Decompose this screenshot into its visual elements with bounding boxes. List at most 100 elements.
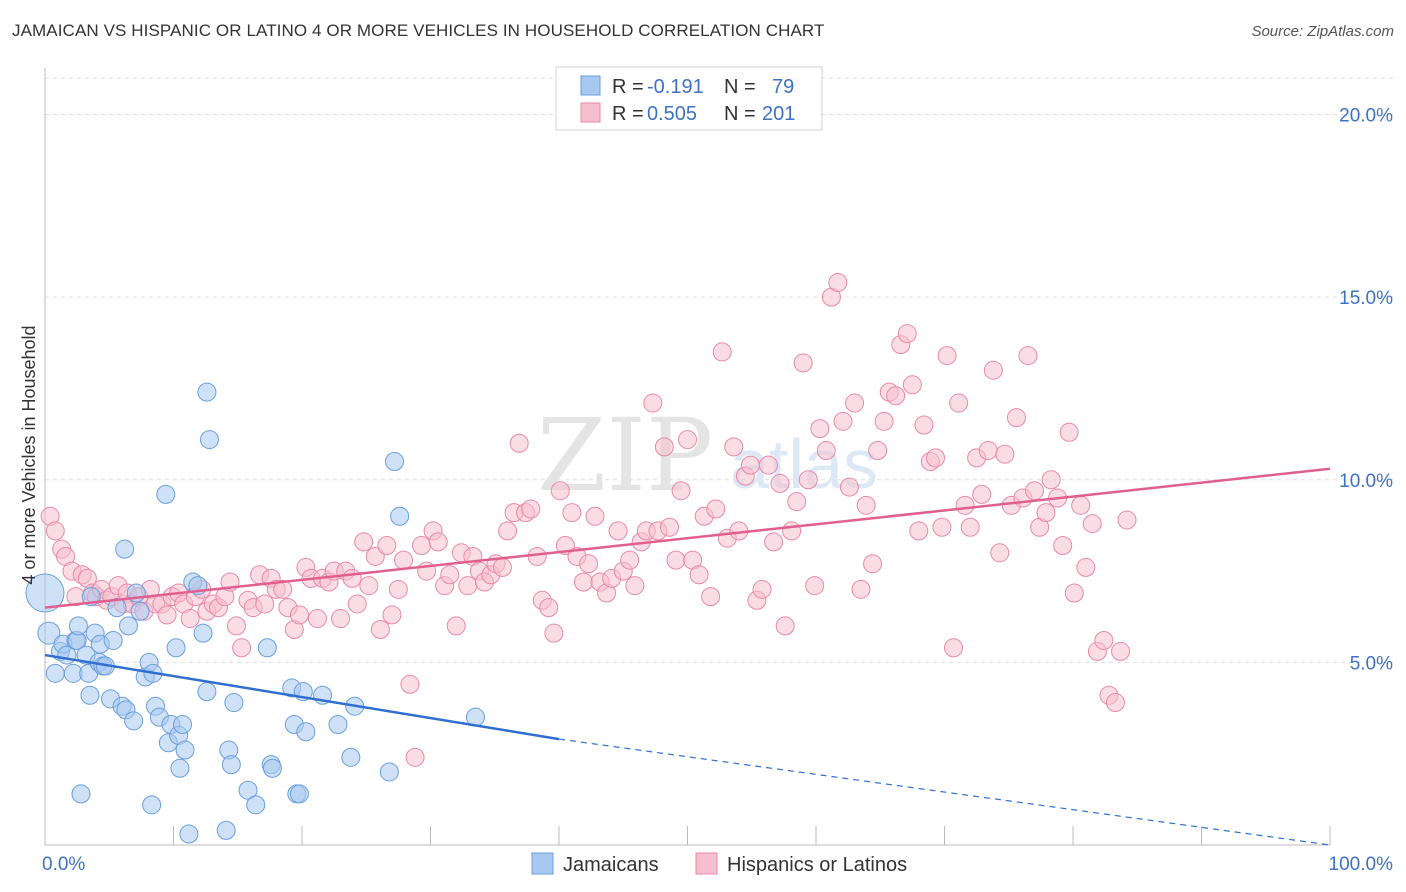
point-jamaicans	[175, 740, 195, 760]
point-hispanics	[868, 441, 888, 461]
point-hispanics	[1076, 557, 1096, 577]
x-tick-label: 100.0%	[1329, 854, 1394, 875]
stats-r-jamaicans: -0.191	[647, 76, 704, 98]
point-hispanics	[724, 437, 744, 457]
point-hispanics	[643, 393, 663, 413]
point-hispanics	[828, 273, 848, 293]
point-hispanics	[816, 441, 836, 461]
point-jamaicans	[130, 601, 150, 621]
stats-r-label: R =	[612, 76, 644, 98]
point-jamaicans	[341, 747, 361, 767]
source-label: Source: ZipAtlas.com	[1251, 23, 1394, 40]
series-hispanics-points	[40, 273, 1137, 767]
stats-n-hispanics: 201	[762, 103, 795, 125]
y-tick-labels: 5.0% 10.0% 15.0% 20.0%	[1339, 106, 1393, 675]
point-hispanics	[752, 579, 772, 599]
point-hispanics	[1059, 422, 1079, 442]
point-jamaicans	[379, 762, 399, 782]
point-hispanics	[157, 605, 177, 625]
point-hispanics	[775, 616, 795, 636]
point-hispanics	[45, 521, 65, 541]
y-tick-label: 20.0%	[1339, 106, 1393, 127]
point-jamaicans	[224, 693, 244, 713]
point-jamaicans	[289, 784, 309, 804]
point-jamaicans	[37, 621, 61, 645]
point-jamaicans	[221, 755, 241, 775]
point-hispanics	[400, 674, 420, 694]
point-hispanics	[689, 565, 709, 585]
point-hispanics	[978, 441, 998, 461]
point-hispanics	[902, 375, 922, 395]
point-hispanics	[273, 579, 293, 599]
point-jamaicans	[257, 638, 277, 658]
point-jamaicans	[115, 539, 135, 559]
point-jamaicans	[142, 795, 162, 815]
point-hispanics	[990, 543, 1010, 563]
point-hispanics	[678, 430, 697, 450]
point-hispanics	[544, 623, 564, 643]
point-jamaicans	[390, 506, 410, 526]
point-jamaicans	[25, 573, 65, 613]
series-legend: Jamaicans Hispanics or Latinos	[531, 852, 907, 876]
trend-line-jamaicans	[44, 653, 560, 741]
point-hispanics	[787, 492, 807, 512]
point-hispanics	[377, 536, 397, 556]
point-jamaicans	[172, 714, 192, 734]
point-jamaicans	[193, 623, 213, 643]
point-hispanics	[458, 576, 478, 596]
point-hispanics	[1082, 514, 1102, 534]
point-hispanics	[585, 506, 605, 526]
point-hispanics	[1036, 503, 1056, 523]
point-hispanics	[359, 576, 379, 596]
point-hispanics	[255, 594, 275, 614]
point-hispanics	[666, 550, 686, 570]
point-hispanics	[180, 609, 200, 629]
point-hispanics	[289, 605, 309, 625]
stats-n-jamaicans: 79	[772, 76, 794, 98]
point-hispanics	[740, 455, 760, 475]
point-hispanics	[995, 444, 1015, 464]
point-hispanics	[833, 411, 853, 431]
point-jamaicans	[156, 484, 176, 504]
point-hispanics	[226, 616, 246, 636]
point-hispanics	[671, 481, 691, 501]
point-hispanics	[342, 568, 362, 588]
stats-n-label: N =	[724, 76, 756, 98]
y-axis-label: 4 or more Vehicles in Household	[19, 325, 39, 584]
point-hispanics	[625, 576, 645, 596]
legend-label-hispanics: Hispanics or Latinos	[727, 854, 907, 876]
y-tick-label: 5.0%	[1350, 653, 1393, 674]
point-hispanics	[706, 499, 726, 519]
point-hispanics	[331, 609, 351, 629]
stats-swatch-jamaicans	[580, 75, 601, 96]
point-hispanics	[845, 393, 865, 413]
legend-swatch-jamaicans	[531, 852, 554, 875]
point-hispanics	[412, 536, 432, 556]
x-tick-labels: 0.0% 100.0%	[42, 854, 1393, 875]
point-jamaicans	[246, 795, 266, 815]
point-hispanics	[660, 517, 680, 537]
point-hispanics	[810, 419, 830, 439]
point-hispanics	[347, 594, 367, 614]
point-hispanics	[764, 532, 784, 552]
point-hispanics	[1053, 536, 1073, 556]
point-hispanics	[897, 324, 917, 344]
point-hispanics	[839, 477, 859, 497]
series-jamaicans-points	[25, 382, 485, 844]
point-hispanics	[874, 411, 894, 431]
point-hispanics	[955, 495, 975, 515]
point-hispanics	[782, 521, 802, 541]
gridlines	[45, 77, 1395, 663]
point-hispanics	[370, 620, 390, 640]
point-hispanics	[770, 473, 790, 493]
point-hispanics	[394, 550, 414, 570]
point-hispanics	[983, 360, 1003, 380]
stats-r-label: R =	[612, 103, 644, 125]
point-hispanics	[1006, 408, 1026, 428]
point-jamaicans	[103, 630, 123, 650]
point-hispanics	[909, 521, 929, 541]
point-hispanics	[232, 638, 252, 658]
point-jamaicans	[197, 682, 217, 702]
point-jamaicans	[124, 711, 144, 731]
point-hispanics	[701, 587, 721, 607]
